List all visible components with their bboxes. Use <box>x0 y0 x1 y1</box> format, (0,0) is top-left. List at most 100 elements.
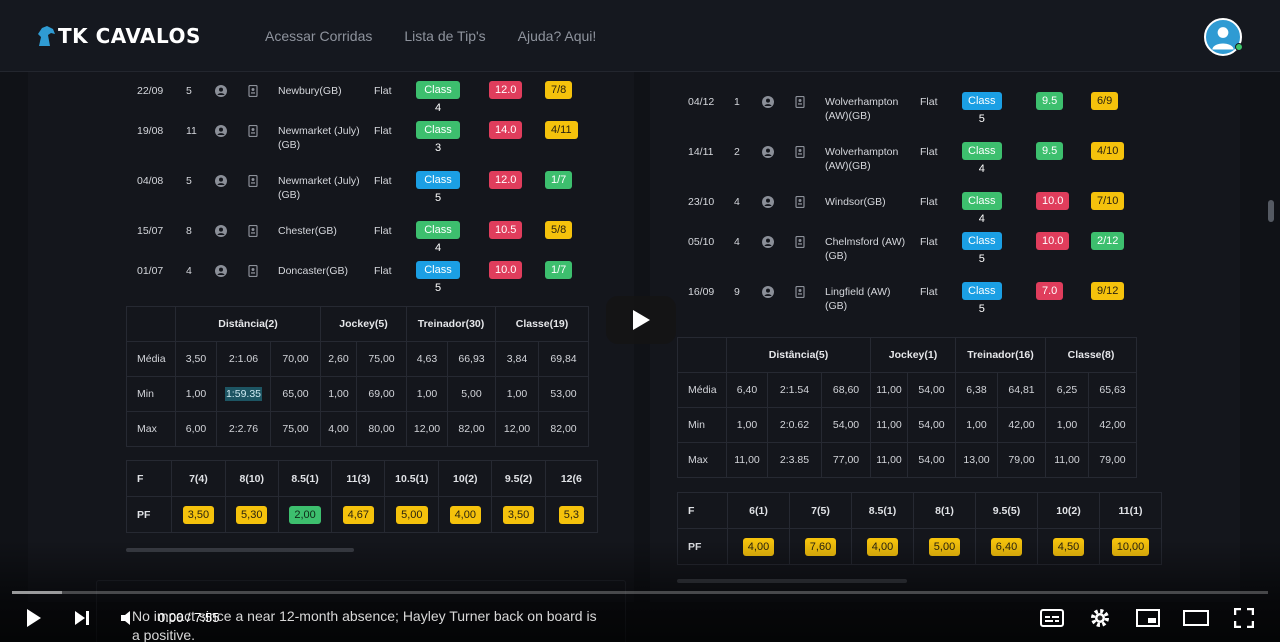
race-date: 16/09 <box>688 286 715 298</box>
form-value-cell: 5,30 <box>224 496 279 533</box>
stats-row-label: Média <box>126 341 176 377</box>
race-class-badge: Class 4 <box>962 192 1002 225</box>
miniplayer-icon <box>1136 609 1160 627</box>
race-class-badge: Class 5 <box>416 171 460 204</box>
race-class-badge: Class 3 <box>416 121 460 154</box>
race-row[interactable]: 05/10 4 Chelmsford (AW)(GB) Flat Class 5 10.0… <box>0 232 1125 265</box>
subtitles-icon <box>1040 609 1064 627</box>
race-row[interactable]: 22/09 5 Newbury(GB) Flat Class 4 12.0 7/8 <box>0 81 573 114</box>
stats-cell: 2:3.85 <box>767 442 822 478</box>
race-row[interactable]: 14/11 2 Wolverhampton (AW)(GB) Flat Class 4 9… <box>0 142 1125 175</box>
stats-cell: 54,00 <box>907 372 956 408</box>
stats-row: Max 11,00 2:3.85 77,00 11,00 54,00 13,00 79,00 1… <box>677 442 1137 478</box>
stats-cell: 54,00 <box>821 407 871 443</box>
stats-row: Min 1,00 2:0.62 54,00 11,00 54,00 1,00 42,00 1,0… <box>677 407 1137 443</box>
race-row[interactable]: 16/09 9 Lingfield (AW) (GB) Flat Class 5 7.0 9… <box>0 282 1125 315</box>
race-type: Flat <box>920 146 938 158</box>
page-scrollbar[interactable] <box>1268 200 1274 222</box>
race-rating-badge: 9.5 <box>1036 92 1064 110</box>
stats-cell: 42,00 <box>1088 407 1137 443</box>
settings-button[interactable] <box>1086 604 1114 632</box>
race-row[interactable]: 19/08 11 Newmarket (July)(GB) Flat Class 3 14… <box>0 121 578 154</box>
form-f-label: F <box>677 492 728 529</box>
form-header: 8.5(1) <box>277 460 333 497</box>
trainer-icon <box>795 96 805 108</box>
form-header: 8.5(1) <box>851 492 914 529</box>
main-nav: Acessar Corridas Lista de Tip's Ajuda? A… <box>265 28 596 44</box>
stats-cell: 5,00 <box>447 376 496 412</box>
race-type: Flat <box>374 265 392 277</box>
nav-lista-de-tips[interactable]: Lista de Tip's <box>404 28 486 44</box>
jockey-icon <box>215 265 227 277</box>
miniplayer-button[interactable] <box>1134 604 1162 632</box>
stats-cell: 2,60 <box>320 341 357 377</box>
race-date: 19/08 <box>137 125 164 137</box>
race-date: 14/11 <box>688 146 714 158</box>
race-rating-badge: 10.5 <box>489 221 523 239</box>
user-avatar-icon[interactable] <box>1204 18 1242 56</box>
volume-icon <box>121 611 130 625</box>
race-row[interactable]: 01/07 4 Doncaster(GB) Flat Class 5 10.0 1/7 <box>0 261 573 294</box>
theater-mode-icon <box>1183 610 1209 626</box>
form-value-cell: 3,50 <box>491 496 546 533</box>
trainer-icon <box>795 286 805 298</box>
form-header: 7(4) <box>171 460 226 497</box>
next-icon <box>75 611 89 625</box>
jockey-icon <box>215 225 227 237</box>
stats-row: Min 1,00 1:59.35 65,00 1,00 69,00 1,00 5,00 1,00… <box>126 376 589 412</box>
stats-cell: 6,25 <box>1045 372 1089 408</box>
form-header: 10.5(1) <box>384 460 440 497</box>
jockey-icon <box>762 286 774 298</box>
stats-cell: 3,50 <box>175 341 217 377</box>
race-row[interactable]: 15/07 8 Chester(GB) Flat Class 4 10.5 5/8 <box>0 221 573 254</box>
trainer-icon <box>795 146 805 158</box>
stats-cell: 1,00 <box>495 376 539 412</box>
race-course: Wolverhampton (AW)(GB) <box>825 96 899 122</box>
race-type: Flat <box>374 225 392 237</box>
stats-cell: 4,00 <box>320 411 357 447</box>
form-value-badge: 5,3 <box>558 505 584 524</box>
race-course: Newmarket (July)(GB) <box>278 125 360 151</box>
fullscreen-button[interactable] <box>1230 604 1258 632</box>
jockey-icon <box>215 125 227 137</box>
stats-cell: 11,00 <box>870 407 908 443</box>
race-course: Newbury(GB) <box>278 85 342 97</box>
stats-cell: 1,00 <box>1045 407 1089 443</box>
race-date: 15/07 <box>137 225 164 237</box>
race-rating-badge: 12.0 <box>489 171 523 189</box>
next-button[interactable] <box>68 604 96 632</box>
trainer-icon <box>248 265 258 277</box>
stats-header: Distância(5) <box>726 337 871 373</box>
volume-button[interactable] <box>114 604 142 632</box>
race-course: Wolverhampton (AW)(GB) <box>825 146 899 172</box>
race-place-badge: 7/10 <box>1091 192 1125 210</box>
stats-cell: 53,00 <box>538 376 589 412</box>
progress-bar[interactable] <box>12 591 1268 594</box>
race-rating-badge: 9.5 <box>1036 142 1064 160</box>
settings-icon <box>1091 609 1109 627</box>
race-position: 4 <box>734 196 740 208</box>
stats-cell: 82,00 <box>538 411 589 447</box>
nav-acessar-corridas[interactable]: Acessar Corridas <box>265 28 373 44</box>
race-rating-badge: 7.0 <box>1036 282 1064 300</box>
form-header: 9.5(5) <box>975 492 1038 529</box>
left-form-scroll-area[interactable]: F 7(4) 8(10) 8.5(1) 11(3) 10.5(1) 10(2) 9.5(2) 1… <box>126 460 598 538</box>
nav-ajuda[interactable]: Ajuda? Aqui! <box>517 28 597 44</box>
subtitles-button[interactable] <box>1038 604 1066 632</box>
race-type: Flat <box>920 96 938 108</box>
race-row[interactable]: 04/08 5 Newmarket (July)(GB) Flat Class 5 12.… <box>0 171 573 204</box>
race-type: Flat <box>920 196 938 208</box>
stats-cell: 65,00 <box>270 376 321 412</box>
race-row[interactable]: 04/12 1 Wolverhampton (AW)(GB) Flat Class 5 9… <box>0 92 1119 125</box>
race-row[interactable]: 23/10 4 Windsor(GB) Flat Class 4 10.0 7/10 <box>0 192 1125 225</box>
stats-cell: 11,00 <box>870 442 908 478</box>
big-play-button[interactable] <box>606 296 676 344</box>
stats-row: Média 3,50 2:1.06 70,00 2,60 75,00 4,63 66,93 3,… <box>126 341 589 377</box>
logo[interactable]: TK CAVALOS <box>36 22 201 50</box>
theater-mode-button[interactable] <box>1182 604 1210 632</box>
stats-cell: 4,63 <box>406 341 448 377</box>
stats-row-label: Max <box>677 442 727 478</box>
play-button[interactable] <box>20 604 48 632</box>
race-course: Newmarket (July)(GB) <box>278 175 360 201</box>
race-date: 04/12 <box>688 96 715 108</box>
